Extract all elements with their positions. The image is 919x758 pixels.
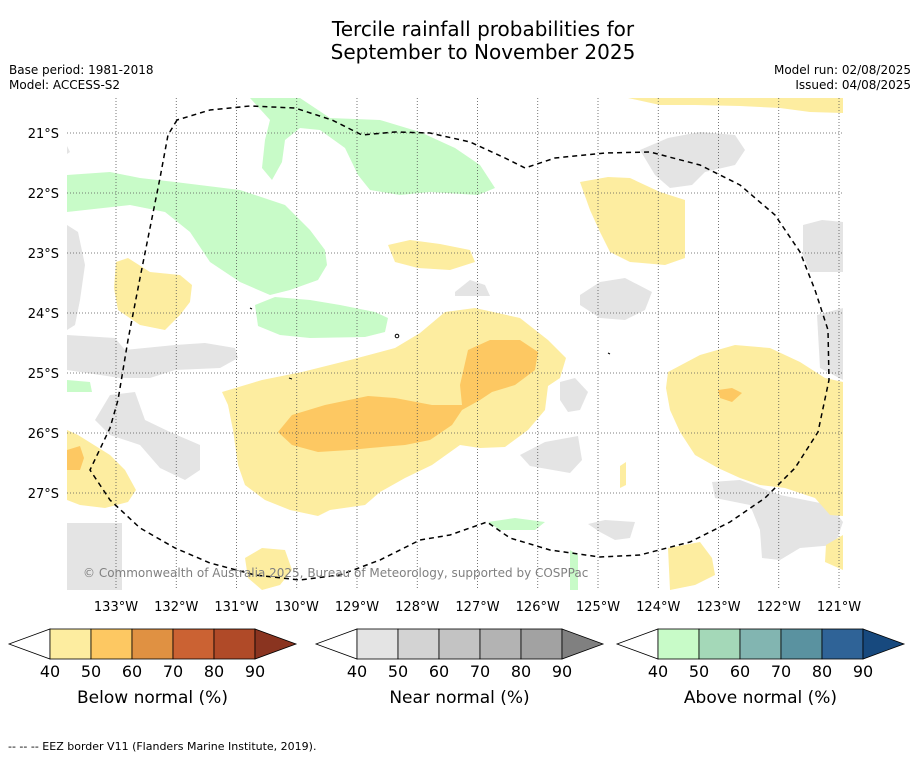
map-title: Tercile rainfall probabilities for Septe… (0, 18, 919, 64)
colorbar-over-triangle (561, 628, 605, 660)
colorbar-over-triangle (862, 628, 906, 660)
colorbar-tick-label: 50 (689, 662, 709, 681)
colorbar-under-triangle (314, 628, 358, 660)
lon-label: 123°W (696, 600, 740, 615)
colorbar-tick-label: 60 (429, 662, 449, 681)
colorbar-under-triangle (615, 628, 659, 660)
island-marks (249, 307, 611, 380)
colorbar-tick-label: 80 (511, 662, 531, 681)
colorbar-tick-label: 80 (204, 662, 224, 681)
lat-label: 21°S (28, 127, 59, 142)
model-run: Model run: 02/08/2025 (773, 63, 911, 77)
lon-label: 124°W (636, 600, 680, 615)
colorbar-tick-label: 70 (163, 662, 183, 681)
colorbar-segment (821, 628, 864, 660)
meta-right: Model run: 02/08/2025 Issued: 04/08/2025 (774, 63, 911, 93)
colorbar-tick-label: 70 (470, 662, 490, 681)
colorbar-tick-label: 50 (388, 662, 408, 681)
colorbar-segment (739, 628, 782, 660)
longitude-labels: 133°W 132°W 131°W 130°W 129°W 128°W 127°W 126°W… (94, 600, 861, 615)
latitude-labels: 21°S 22°S 23°S 24°S 25°S 26°S 27°S (28, 127, 59, 502)
colorbar-segment (479, 628, 522, 660)
colorbar-segment (356, 628, 399, 660)
colorbar-segment (213, 628, 256, 660)
colorbar-tick-label: 90 (853, 662, 873, 681)
lon-label: 131°W (214, 600, 258, 615)
colorbar-title: Near normal (%) (389, 688, 529, 708)
colorbar-segment (657, 628, 700, 660)
colorbars: 40 50 60 70 80 90 Below normal (%) 40 50 60 70 80 90… (7, 628, 906, 708)
colorbar-tick-label: 50 (81, 662, 101, 681)
colorbar-segment (131, 628, 174, 660)
colorbar-tick-label: 80 (812, 662, 832, 681)
probability-regions (67, 98, 843, 590)
lat-label: 27°S (28, 487, 59, 502)
lon-label: 122°W (757, 600, 801, 615)
copyright-text: © Commonwealth of Australia 2025, Bureau… (83, 566, 588, 580)
lat-label: 22°S (28, 187, 59, 202)
lon-label: 121°W (817, 600, 861, 615)
meta-left: Base period: 1981-2018 Model: ACCESS-S2 (9, 63, 154, 93)
colorbar-tick-label: 70 (771, 662, 791, 681)
lat-label: 26°S (28, 427, 59, 442)
lon-label: 125°W (576, 600, 620, 615)
issued-date: Issued: 04/08/2025 (795, 78, 911, 92)
gridlines (67, 98, 843, 590)
lon-label: 132°W (154, 600, 198, 615)
lat-label: 23°S (28, 247, 59, 262)
colorbar: 40 50 60 70 80 90 Near normal (%) (314, 628, 605, 708)
colorbar-title: Below normal (%) (77, 688, 228, 708)
colorbar: 40 50 60 70 80 90 Below normal (%) (7, 628, 298, 708)
lat-label: 24°S (28, 307, 59, 322)
colorbar-segment (780, 628, 823, 660)
below-normal-50-regions (67, 340, 742, 470)
lon-label: 126°W (516, 600, 560, 615)
lon-label: 127°W (455, 600, 499, 615)
colorbar-tick-label: 40 (40, 662, 60, 681)
lat-label: 25°S (28, 367, 59, 382)
probability-map: 21°S22°S23°S24°S25°S26°S27°S 133°W 132°W 1… (7, 98, 906, 708)
colorbar-segment (698, 628, 741, 660)
colorbar-segment (438, 628, 481, 660)
colorbar-segment (90, 628, 133, 660)
colorbar-tick-label: 40 (347, 662, 367, 681)
eez-border (89, 105, 830, 581)
eez-legend-note: -- -- -- EEZ border V11 (Flanders Marine… (8, 740, 317, 753)
colorbar: 40 50 60 70 80 90 Above normal (%) (615, 628, 906, 708)
lon-label: 133°W (94, 600, 138, 615)
lon-label: 130°W (275, 600, 319, 615)
colorbar-title: Above normal (%) (684, 688, 837, 708)
colorbar-over-triangle (254, 628, 298, 660)
above-normal-regions (67, 98, 578, 590)
colorbar-tick-label: 60 (730, 662, 750, 681)
colorbar-segment (520, 628, 563, 660)
title-line-1: Tercile rainfall probabilities for (331, 17, 635, 41)
model-name: Model: ACCESS-S2 (9, 78, 121, 92)
near-normal-regions (67, 132, 843, 590)
colorbar-tick-label: 40 (648, 662, 668, 681)
lon-label: 128°W (395, 600, 439, 615)
colorbar-under-triangle (7, 628, 51, 660)
colorbar-tick-label: 60 (122, 662, 142, 681)
colorbar-segment (397, 628, 440, 660)
colorbar-tick-label: 90 (245, 662, 265, 681)
lon-label: 129°W (335, 600, 379, 615)
colorbar-segment (172, 628, 215, 660)
colorbar-segment (49, 628, 92, 660)
colorbar-tick-label: 90 (552, 662, 572, 681)
title-line-2: September to November 2025 (330, 40, 636, 64)
base-period: Base period: 1981-2018 (9, 63, 154, 77)
